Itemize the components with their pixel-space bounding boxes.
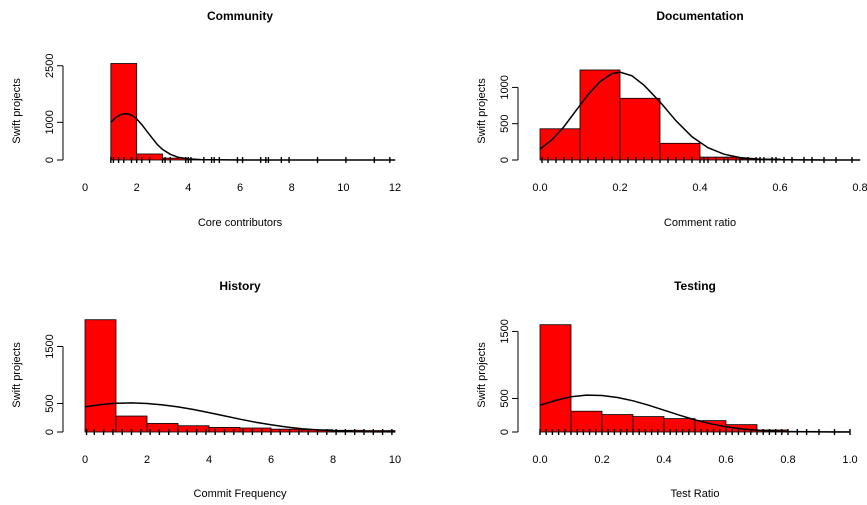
chart-title: Community — [207, 9, 273, 23]
y-axis-label: Swift projects — [476, 342, 488, 408]
histogram-bar — [580, 70, 620, 160]
histogram-bar — [602, 415, 633, 432]
x-tick-label: 0.2 — [612, 182, 627, 194]
x-axis-label: Comment ratio — [664, 217, 736, 229]
y-tick-label: 1000 — [499, 75, 511, 99]
x-tick-label: 4 — [206, 454, 212, 466]
y-tick-label: 1500 — [44, 334, 56, 358]
histogram-panel-2: 0.0 0.2 0.4 0.6 0.8 0 500 1000 Documentation Comm… — [476, 9, 867, 229]
x-tick-label: 10 — [389, 454, 401, 466]
x-tick-label: 0.4 — [656, 454, 671, 466]
x-tick-label: 0.8 — [780, 454, 795, 466]
x-tick-label: 0.4 — [692, 182, 707, 194]
y-tick-label: 2500 — [44, 54, 56, 78]
x-axis-label: Commit Frequency — [194, 488, 287, 500]
x-axis-label: Test Ratio — [671, 488, 720, 500]
x-tick-label: 0.8 — [852, 182, 867, 194]
density-curve — [111, 114, 395, 160]
y-tick-label: 500 — [499, 115, 511, 133]
chart-title: History — [219, 279, 261, 293]
x-tick-label: 12 — [389, 182, 401, 194]
y-axis-label: Swift projects — [476, 78, 488, 144]
y-tick-label: 0 — [499, 429, 511, 435]
y-tick-label: 1500 — [499, 319, 511, 343]
y-tick-label: 1000 — [44, 110, 56, 134]
x-tick-label: 0.6 — [772, 182, 787, 194]
x-tick-label: 2 — [144, 454, 150, 466]
histogram-bar — [147, 423, 178, 432]
histogram-bar — [178, 426, 209, 432]
x-tick-label: 10 — [337, 182, 349, 194]
histogram-bar — [664, 419, 695, 432]
x-tick-label: 2 — [134, 182, 140, 194]
x-tick-label: 0.2 — [594, 454, 609, 466]
x-axis-label: Core contributors — [198, 217, 283, 229]
histogram-bar — [571, 411, 602, 432]
histogram-bar — [700, 157, 740, 160]
x-tick-label: 0 — [82, 182, 88, 194]
y-tick-label: 0 — [499, 157, 511, 163]
histogram-panel-1: 0 2 4 6 8 10 12 0 1000 2500 Community Core contribu… — [11, 9, 401, 229]
y-tick-label: 500 — [499, 389, 511, 407]
y-axis-label: Swift projects — [11, 342, 23, 408]
histogram-bar — [633, 417, 664, 432]
histogram-panel-4: 0.0 0.2 0.4 0.6 0.8 1.0 0 500 1500 Testing Test Ra… — [476, 279, 858, 500]
histogram-bar — [85, 320, 116, 432]
histogram-bar — [660, 143, 700, 160]
y-tick-label: 500 — [44, 394, 56, 412]
x-tick-label: 4 — [185, 182, 191, 194]
x-tick-label: 8 — [289, 182, 295, 194]
y-axis-label: Swift projects — [11, 78, 23, 144]
chart-title: Documentation — [656, 9, 743, 23]
y-tick-label: 0 — [44, 157, 56, 163]
x-tick-label: 6 — [237, 182, 243, 194]
x-tick-label: 0.0 — [532, 454, 547, 466]
histogram-bar — [240, 428, 271, 432]
x-tick-label: 6 — [268, 454, 274, 466]
histogram-bar — [620, 98, 660, 160]
y-tick-label: 0 — [44, 429, 56, 435]
histogram-bar — [540, 325, 571, 432]
histogram-bar — [271, 429, 302, 432]
histogram-bar — [111, 64, 137, 160]
x-tick-label: 0.6 — [718, 454, 733, 466]
x-tick-label: 0 — [82, 454, 88, 466]
x-tick-label: 1.0 — [842, 454, 857, 466]
x-tick-label: 0.0 — [532, 182, 547, 194]
x-tick-label: 8 — [330, 454, 336, 466]
histogram-panel-3: 0 2 4 6 8 10 0 500 1500 History Commit Frequency Sw… — [11, 279, 401, 500]
chart-title: Testing — [674, 279, 716, 293]
